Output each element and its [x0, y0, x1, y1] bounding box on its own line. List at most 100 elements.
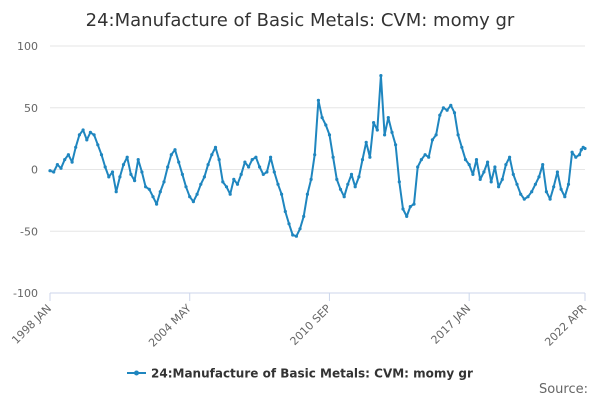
data-point[interactable]	[217, 158, 221, 162]
data-point[interactable]	[405, 214, 409, 218]
data-point[interactable]	[316, 98, 320, 102]
data-point[interactable]	[287, 222, 291, 226]
data-point[interactable]	[309, 177, 313, 181]
data-point[interactable]	[574, 155, 578, 159]
data-point[interactable]	[548, 197, 552, 201]
data-point[interactable]	[202, 175, 206, 179]
data-point[interactable]	[195, 192, 199, 196]
data-point[interactable]	[522, 197, 526, 201]
data-point[interactable]	[349, 172, 354, 176]
data-point[interactable]	[471, 172, 475, 176]
data-point[interactable]	[544, 190, 549, 194]
data-point[interactable]	[269, 155, 273, 159]
data-point[interactable]	[478, 177, 482, 181]
data-point[interactable]	[250, 158, 254, 162]
data-point[interactable]	[85, 138, 89, 142]
data-point[interactable]	[48, 169, 52, 173]
data-point[interactable]	[474, 158, 479, 162]
data-point[interactable]	[497, 185, 501, 189]
data-point[interactable]	[360, 158, 365, 162]
data-point[interactable]	[541, 163, 545, 167]
data-point[interactable]	[460, 145, 464, 149]
data-point[interactable]	[302, 214, 306, 218]
data-point[interactable]	[206, 163, 210, 167]
data-point[interactable]	[114, 190, 118, 194]
data-point[interactable]	[147, 187, 151, 191]
data-point[interactable]	[74, 145, 78, 149]
data-point[interactable]	[372, 121, 376, 125]
data-point[interactable]	[441, 106, 445, 110]
data-point[interactable]	[449, 103, 453, 107]
data-point[interactable]	[224, 185, 229, 189]
data-point[interactable]	[133, 179, 137, 183]
data-point[interactable]	[419, 158, 423, 162]
data-point[interactable]	[489, 180, 493, 184]
legend[interactable]: 24:Manufacture of Basic Metals: CVM: mom…	[127, 367, 473, 381]
data-point[interactable]	[508, 155, 512, 159]
data-point[interactable]	[445, 108, 449, 112]
data-point[interactable]	[331, 155, 335, 159]
data-point[interactable]	[121, 163, 126, 167]
data-point[interactable]	[305, 192, 309, 196]
data-point[interactable]	[210, 153, 214, 157]
data-point[interactable]	[338, 187, 343, 191]
data-point[interactable]	[383, 133, 387, 137]
data-point[interactable]	[452, 111, 457, 115]
data-point[interactable]	[191, 200, 195, 204]
data-point[interactable]	[423, 153, 427, 157]
data-point[interactable]	[364, 140, 368, 144]
data-point[interactable]	[555, 170, 560, 174]
data-point[interactable]	[583, 146, 587, 151]
data-point[interactable]	[463, 158, 468, 162]
data-point[interactable]	[552, 185, 556, 189]
data-point[interactable]	[320, 116, 324, 120]
data-point[interactable]	[294, 234, 298, 238]
data-point[interactable]	[155, 202, 159, 206]
data-point[interactable]	[438, 113, 442, 117]
data-point[interactable]	[99, 153, 104, 157]
data-point[interactable]	[416, 165, 420, 169]
data-point[interactable]	[375, 128, 379, 132]
data-point[interactable]	[235, 182, 240, 186]
data-point[interactable]	[173, 148, 177, 152]
data-point[interactable]	[533, 182, 538, 186]
data-point[interactable]	[368, 155, 372, 159]
data-point[interactable]	[272, 170, 276, 174]
data-point[interactable]	[566, 182, 571, 186]
data-point[interactable]	[283, 209, 287, 214]
data-point[interactable]	[397, 180, 401, 184]
data-point[interactable]	[515, 182, 519, 186]
data-point[interactable]	[129, 172, 133, 176]
data-point[interactable]	[140, 170, 144, 174]
data-point[interactable]	[298, 227, 302, 231]
data-point[interactable]	[177, 160, 181, 164]
data-point[interactable]	[353, 185, 357, 189]
data-point[interactable]	[228, 192, 232, 196]
data-point[interactable]	[239, 172, 243, 176]
data-point[interactable]	[559, 187, 563, 191]
data-point[interactable]	[96, 143, 100, 147]
data-point[interactable]	[110, 170, 115, 174]
data-point[interactable]	[59, 166, 63, 170]
data-point[interactable]	[70, 160, 74, 164]
data-point[interactable]	[261, 172, 265, 176]
data-point[interactable]	[166, 165, 170, 169]
data-point[interactable]	[247, 165, 251, 169]
data-point[interactable]	[579, 148, 583, 152]
data-point[interactable]	[430, 138, 434, 142]
data-point[interactable]	[537, 175, 541, 179]
data-point[interactable]	[243, 160, 247, 164]
data-point[interactable]	[66, 153, 70, 157]
data-point[interactable]	[258, 165, 262, 169]
data-point[interactable]	[379, 74, 383, 78]
data-point[interactable]	[342, 195, 346, 199]
data-point[interactable]	[213, 145, 218, 149]
data-point[interactable]	[401, 207, 405, 211]
data-point[interactable]	[427, 155, 431, 159]
data-point[interactable]	[526, 195, 530, 199]
data-point[interactable]	[92, 133, 96, 137]
data-point[interactable]	[107, 175, 111, 179]
data-point[interactable]	[412, 202, 416, 206]
data-point[interactable]	[144, 185, 148, 189]
data-point[interactable]	[570, 150, 574, 154]
